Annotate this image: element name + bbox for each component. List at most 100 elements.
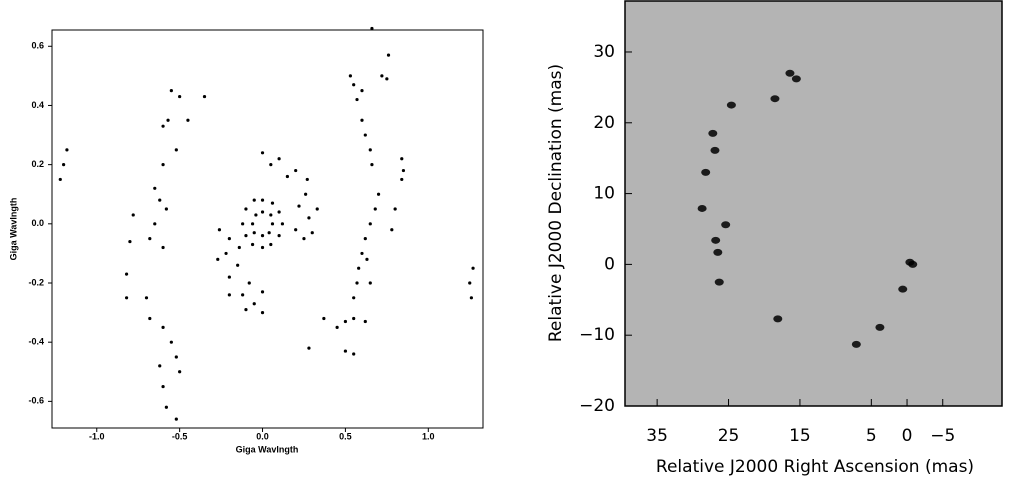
x-tick-label: -0.5 [172, 431, 188, 441]
uv-point [352, 296, 356, 300]
uv-point [202, 94, 207, 99]
uv-point [355, 97, 359, 102]
uv-point [355, 281, 359, 285]
uv-point [363, 319, 367, 324]
uv-point [363, 133, 367, 137]
x-tick-label: 15 [789, 426, 811, 446]
source-component [791, 75, 801, 83]
uv-point [376, 192, 381, 196]
source-component [708, 129, 718, 137]
x-axis-label: Giga Wavlngth [236, 444, 299, 454]
uv-point [236, 263, 240, 267]
uv-point [260, 310, 265, 315]
y-axis-label: Giga Wavlngth [8, 198, 18, 261]
uv-point [343, 349, 348, 353]
uv-point [58, 177, 62, 182]
uv-point [385, 77, 389, 81]
uv-point [124, 272, 129, 276]
uv-point [227, 237, 231, 241]
uv-point [153, 222, 157, 226]
uv-point [237, 245, 241, 250]
uv-point [169, 89, 173, 93]
uv-point [269, 213, 273, 217]
source-component [785, 69, 795, 77]
uv-point [304, 192, 308, 196]
uv-point [390, 228, 394, 232]
uv-point [471, 266, 475, 270]
uv-point [310, 231, 314, 235]
uv-point [348, 74, 352, 78]
uv-point [158, 198, 162, 202]
source-component [773, 315, 783, 323]
y-tick-label: 30 [593, 42, 615, 62]
source-component [898, 285, 908, 293]
source-component [908, 260, 918, 268]
source-component [697, 204, 707, 212]
uv-point [124, 296, 129, 300]
uv-point [277, 234, 281, 238]
uv-point [62, 163, 66, 167]
uv-point [131, 213, 135, 217]
uv-point [360, 251, 364, 256]
source-component [726, 101, 736, 109]
uv-point [227, 275, 231, 279]
uv-point [267, 231, 271, 235]
x-tick-label: 25 [718, 426, 740, 446]
uv-point [161, 163, 165, 167]
uv-point [305, 177, 309, 182]
uv-point [368, 222, 372, 226]
uv-point [260, 245, 265, 250]
uv-point [169, 340, 173, 344]
source-component [711, 236, 721, 244]
source-component [713, 248, 723, 256]
source-component [770, 95, 780, 103]
uv-point [400, 157, 404, 161]
uv-point [144, 296, 149, 300]
uv-point [401, 168, 406, 173]
x-tick-label: 0.0 [256, 431, 269, 441]
uv-point [294, 228, 298, 232]
uv-point [352, 352, 356, 356]
image-panel: Relative J2000 Right Ascension (mas) Rel… [546, 0, 1003, 477]
y-tick-label: −20 [579, 396, 615, 416]
x-tick-label: -1.0 [89, 431, 105, 441]
plot-frame [51, 29, 484, 429]
uv-point [302, 237, 306, 241]
uv-point [270, 222, 275, 226]
uv-point [244, 207, 248, 211]
y-axis-label: Relative J2000 Declination (mas) [546, 64, 566, 342]
uv-point [360, 89, 364, 93]
uv-point [343, 319, 348, 324]
uv-point [161, 384, 165, 389]
image-background [624, 0, 1003, 407]
uv-point [148, 237, 152, 241]
uv-point [357, 266, 361, 270]
uv-point [252, 302, 256, 306]
uv-point [217, 228, 222, 232]
y-tick-label: 0.0 [31, 218, 44, 228]
x-tick-label: 35 [646, 426, 668, 446]
uv-point [216, 257, 220, 261]
uv-point [224, 251, 228, 256]
uv-point [164, 207, 168, 211]
x-tick-label: 5 [866, 426, 877, 446]
uv-point [128, 239, 132, 244]
uv-point [269, 163, 273, 167]
uv-point [277, 210, 281, 214]
uv-point [380, 74, 384, 78]
uv-point [373, 207, 377, 211]
source-component [721, 221, 731, 229]
uv-point [280, 222, 285, 226]
uv-point [250, 242, 255, 247]
uv-point [386, 53, 391, 57]
source-component [701, 168, 711, 176]
y-tick-label: 0.4 [31, 100, 44, 110]
uv-point [227, 293, 231, 297]
uv-point [174, 148, 178, 152]
uv-point [164, 405, 168, 409]
y-tick-label: 20 [593, 113, 615, 133]
uv-point [161, 124, 165, 128]
uv-point [161, 325, 165, 329]
uv-point [254, 213, 258, 217]
